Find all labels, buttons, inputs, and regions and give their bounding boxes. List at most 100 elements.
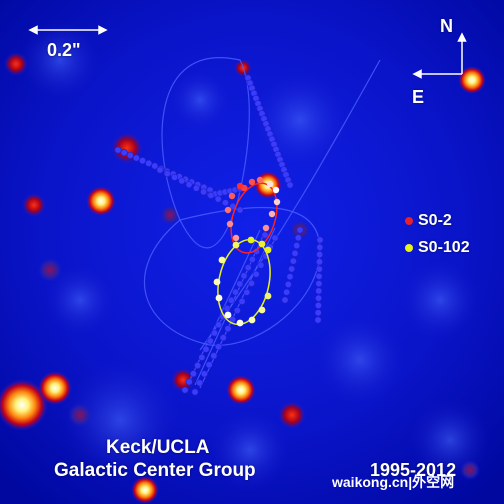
- s0-102-point: [258, 240, 266, 248]
- star: [131, 476, 159, 504]
- orbit-point: [202, 345, 210, 353]
- orbit-point: [139, 157, 147, 165]
- legend-s0-102-label: S0-102: [418, 239, 470, 256]
- orbit-point: [215, 321, 223, 329]
- scale-bar: [28, 25, 108, 35]
- s0-2-point: [266, 180, 274, 188]
- orbit-point: [315, 280, 323, 288]
- s0-102-point: [264, 246, 272, 254]
- orbit-point: [126, 151, 134, 159]
- orbit-point: [196, 379, 204, 387]
- orbit-point: [316, 236, 324, 244]
- orbit-point: [200, 370, 208, 378]
- star: [458, 66, 486, 94]
- year-range: 1995-2012: [370, 460, 457, 480]
- orbit-point: [238, 297, 246, 305]
- orbit-point: [247, 279, 255, 287]
- star: [226, 375, 256, 405]
- s0-102-point: [247, 236, 255, 244]
- s0-102-point: [213, 278, 221, 286]
- orbit-point: [151, 162, 159, 170]
- s0-102-points: [213, 236, 272, 327]
- orbit-point: [163, 170, 171, 178]
- star: [160, 205, 180, 225]
- star: [4, 52, 28, 76]
- s0-2-point: [226, 220, 234, 228]
- orbit-point: [191, 388, 199, 396]
- legend-s0-102-dot: [405, 244, 413, 252]
- star: [22, 193, 46, 217]
- orbit-point: [200, 188, 208, 196]
- star: [278, 401, 306, 429]
- orbit-point: [291, 249, 299, 257]
- orbit-point: [224, 325, 232, 333]
- orbit-point: [210, 329, 218, 337]
- orbit-point: [206, 337, 214, 345]
- orbit-point: [289, 257, 297, 265]
- s0-102-point: [218, 256, 226, 264]
- s0-2-point: [268, 210, 276, 218]
- north-label: N: [440, 16, 453, 36]
- diffuse-glows: [20, 20, 490, 490]
- orbit-point: [171, 173, 179, 181]
- orbit-point: [316, 243, 324, 251]
- compass-arrows: [412, 32, 467, 79]
- s0-2-point: [228, 192, 236, 200]
- legend-s0-2-dot: [405, 217, 413, 225]
- orbit-point: [261, 231, 269, 239]
- orbit-point: [244, 264, 252, 272]
- orbit-point: [314, 316, 322, 324]
- star-sources: [0, 52, 486, 504]
- credit-line-2: Galactic Center Group: [54, 460, 256, 481]
- orbit-point: [243, 288, 251, 296]
- star: [86, 186, 116, 216]
- orbit-point: [205, 361, 213, 369]
- star: [171, 368, 195, 392]
- orbit-point: [271, 234, 279, 242]
- orbit-point: [316, 251, 324, 259]
- orbit-point: [294, 234, 302, 242]
- star: [460, 460, 480, 480]
- s0-2-point: [256, 176, 264, 184]
- orbit-point: [281, 296, 289, 304]
- star: [0, 379, 48, 431]
- orbit-point: [286, 181, 294, 189]
- orbit-point: [293, 242, 301, 250]
- s0-102-point: [232, 241, 240, 249]
- orbit-point: [227, 296, 235, 304]
- orbit-point: [114, 146, 122, 154]
- orbit-point: [223, 304, 231, 312]
- orbit-point: [315, 294, 323, 302]
- orbit-point: [248, 255, 256, 263]
- orbit-point: [315, 265, 323, 273]
- orbit-point: [240, 272, 248, 280]
- orbit-point: [221, 199, 229, 207]
- orbit-point: [219, 334, 227, 342]
- orbit-point: [156, 166, 164, 174]
- orbit-point: [198, 353, 206, 361]
- orbit-point: [236, 206, 244, 214]
- s0-102-point: [248, 316, 256, 324]
- orbit-point: [233, 306, 241, 314]
- orbit-point: [185, 378, 193, 386]
- orbit-point: [286, 273, 294, 281]
- star: [38, 258, 62, 282]
- s0-2-points: [224, 176, 281, 242]
- orbit-point: [215, 343, 223, 351]
- s0-102-point: [258, 306, 266, 314]
- orbit-point: [288, 265, 296, 273]
- s0-2-point: [262, 224, 270, 232]
- s0-2-point: [273, 198, 281, 206]
- orbit-point: [315, 272, 323, 280]
- orbit-point: [296, 226, 304, 234]
- s0-102-point: [215, 294, 223, 302]
- s0-2-orbit: [230, 182, 278, 254]
- east-label: E: [412, 87, 425, 107]
- orbit-point: [181, 386, 189, 394]
- orbit-point: [315, 258, 323, 266]
- s0-2-point: [272, 186, 280, 194]
- orbit-point: [194, 362, 202, 370]
- s0-2-point: [236, 182, 244, 190]
